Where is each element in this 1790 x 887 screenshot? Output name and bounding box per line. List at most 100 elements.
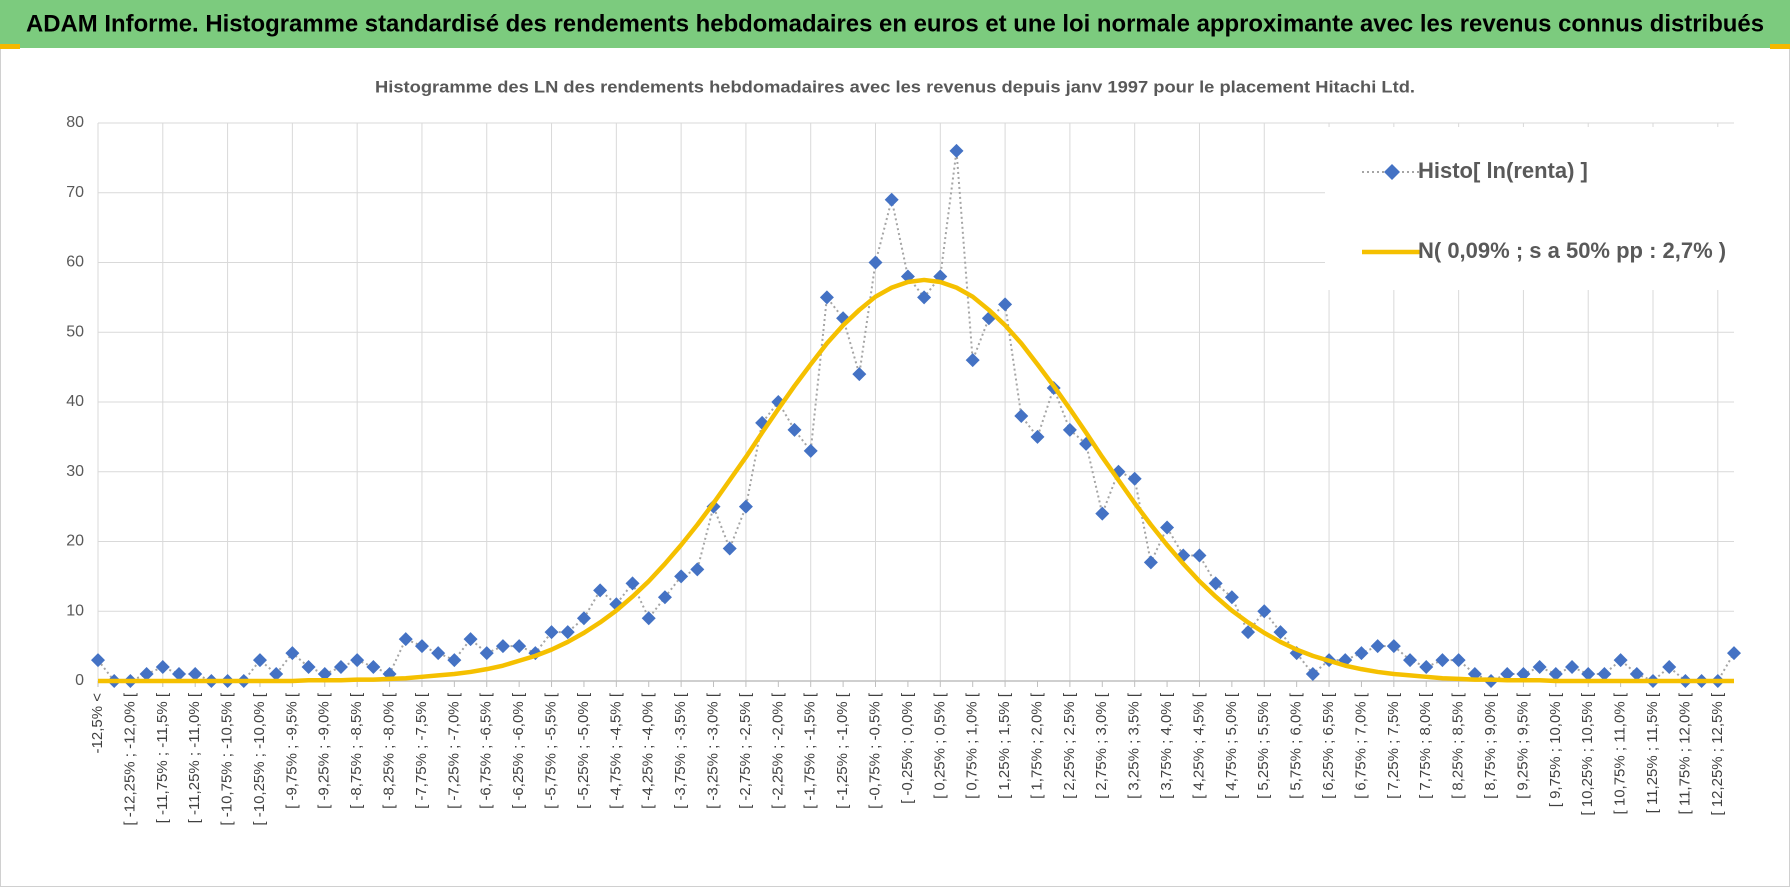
data-point xyxy=(1532,660,1547,675)
data-point xyxy=(738,499,753,514)
data-point xyxy=(949,143,964,158)
data-point xyxy=(1224,590,1239,605)
data-point xyxy=(431,646,446,661)
y-tick-label: 0 xyxy=(75,672,84,689)
data-point xyxy=(544,625,559,640)
x-tick-label: [ -2,75% ; -2,5% [ xyxy=(737,692,754,809)
data-point xyxy=(1241,625,1256,640)
data-point xyxy=(91,653,105,668)
x-tick-label: [ -4,75% ; -4,5% [ xyxy=(607,692,624,809)
x-tick-label: [ -3,25% ; -3,0% [ xyxy=(704,692,721,809)
data-point xyxy=(1403,653,1418,668)
x-tick-label: [ 1,25% ; 1,5% [ xyxy=(996,692,1013,799)
x-tick-label: [ 5,75% ; 6,0% [ xyxy=(1288,692,1305,799)
data-point xyxy=(155,660,170,675)
data-point xyxy=(1014,408,1029,423)
data-point xyxy=(1597,667,1612,682)
x-tick-label: [ 7,25% ; 7,5% [ xyxy=(1385,692,1402,799)
x-tick-label: [ 9,75% ; 10,0% [ xyxy=(1547,692,1564,807)
data-point xyxy=(674,569,689,584)
x-tick-label: [ -0,75% ; -0,5% [ xyxy=(866,692,883,809)
data-point xyxy=(852,367,867,382)
data-point xyxy=(1565,660,1580,675)
series-line xyxy=(98,277,1734,684)
x-tick-label: [ 5,25% ; 5,5% [ xyxy=(1255,692,1272,799)
data-point xyxy=(301,660,316,675)
data-point xyxy=(1548,667,1563,682)
data-point xyxy=(1613,653,1628,668)
x-tick-label: [ -8,25% ; -8,0% [ xyxy=(381,692,398,809)
data-point xyxy=(139,667,154,682)
data-point xyxy=(657,590,672,605)
x-tick-label: [ -3,75% ; -3,5% [ xyxy=(672,692,689,809)
y-tick-label: 10 xyxy=(66,602,84,619)
x-tick-label: [ -1,75% ; -1,5% [ xyxy=(802,692,819,809)
x-tick-label: [ 10,25% ; 10,5% [ xyxy=(1579,692,1596,815)
x-tick-label: [ 3,25% ; 3,5% [ xyxy=(1126,692,1143,799)
data-point xyxy=(398,632,413,647)
data-point xyxy=(560,625,575,640)
x-tick-label: -12,5% < xyxy=(89,693,106,754)
data-point xyxy=(593,583,608,598)
data-point xyxy=(1435,653,1450,668)
data-point xyxy=(171,667,186,682)
x-tick-label: [ -5,25% ; -5,0% [ xyxy=(575,692,592,809)
data-point xyxy=(641,611,656,626)
data-point xyxy=(350,653,365,668)
data-point xyxy=(1419,660,1434,675)
data-point xyxy=(1192,548,1207,563)
x-tick-label: [ 6,25% ; 6,5% [ xyxy=(1320,692,1337,799)
legend-label: N( 0,09% ; s a 50% pp : 2,7% ) xyxy=(1418,238,1726,263)
data-point xyxy=(1629,667,1644,682)
x-tick-label: [ -8,75% ; -8,5% [ xyxy=(348,692,365,809)
data-point xyxy=(1095,506,1110,521)
data-point xyxy=(803,443,818,458)
x-tick-label: [ 6,75% ; 7,0% [ xyxy=(1352,692,1369,799)
data-point xyxy=(269,667,284,682)
data-point xyxy=(333,660,348,675)
data-point xyxy=(884,192,899,207)
x-tick-label: [ 12,25% ; 12,5% [ xyxy=(1709,692,1726,815)
data-point xyxy=(1354,646,1369,661)
data-point xyxy=(1370,639,1385,654)
data-point xyxy=(1273,625,1288,640)
legend-label: Histo[ ln(renta) ] xyxy=(1418,158,1588,183)
x-tick-label: [ 10,75% ; 11,0% [ xyxy=(1612,692,1629,814)
y-tick-label: 40 xyxy=(66,393,84,410)
x-tick-label: [ -6,75% ; -6,5% [ xyxy=(478,692,495,809)
x-tick-label: [ 7,75% ; 8,0% [ xyxy=(1417,692,1434,799)
data-point xyxy=(787,422,802,437)
x-tick-label: [ 3,75% ; 4,0% [ xyxy=(1158,692,1175,799)
x-tick-label: [ -10,25% ; -10,0% [ xyxy=(251,692,268,825)
data-point xyxy=(188,667,203,682)
y-tick-label: 60 xyxy=(66,254,84,271)
data-point xyxy=(1143,555,1158,570)
data-point xyxy=(722,541,737,556)
data-point xyxy=(285,646,300,661)
y-tick-label: 30 xyxy=(66,463,84,480)
data-point xyxy=(1127,471,1142,486)
corner-mark xyxy=(0,44,20,49)
y-tick-label: 50 xyxy=(66,323,84,340)
data-point xyxy=(1305,667,1320,682)
x-tick-label: [ -1,25% ; -1,0% [ xyxy=(834,692,851,809)
x-tick-label: [ 1,75% ; 2,0% [ xyxy=(1028,692,1045,799)
data-point xyxy=(495,639,510,654)
y-tick-label: 70 xyxy=(66,184,84,201)
data-point xyxy=(625,576,640,591)
x-tick-label: [ -4,25% ; -4,0% [ xyxy=(640,692,657,809)
data-point xyxy=(1581,667,1596,682)
data-point xyxy=(1662,660,1677,675)
corner-mark xyxy=(1770,44,1790,49)
data-point xyxy=(1386,639,1401,654)
data-point xyxy=(1062,422,1077,437)
data-point xyxy=(252,653,267,668)
data-point xyxy=(576,611,591,626)
data-point xyxy=(1516,667,1531,682)
chart-title: Histogramme des LN des rendements hebdom… xyxy=(375,77,1415,96)
x-tick-label: [ -10,75% ; -10,5% [ xyxy=(219,692,236,825)
x-tick-label: [ -6,25% ; -6,0% [ xyxy=(510,692,527,809)
y-tick-label: 20 xyxy=(66,533,84,550)
data-point xyxy=(414,639,429,654)
banner xyxy=(0,0,1790,48)
